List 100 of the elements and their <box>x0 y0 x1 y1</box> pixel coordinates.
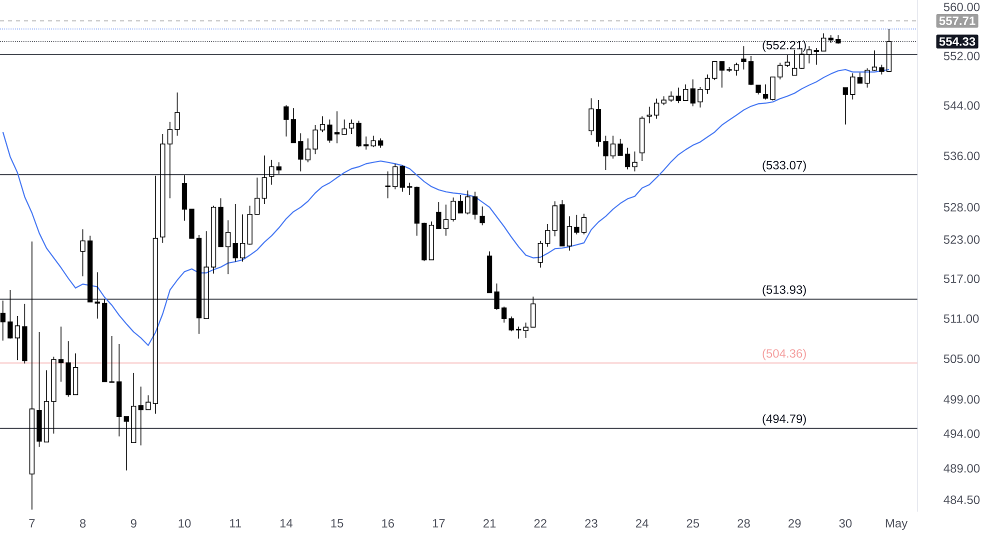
candlestick <box>385 170 390 199</box>
candlestick <box>232 204 238 262</box>
candlestick <box>167 121 173 199</box>
candlestick <box>131 372 136 443</box>
candlestick <box>814 48 819 66</box>
candlestick <box>8 290 13 338</box>
candlestick <box>196 234 202 334</box>
candlestick <box>66 340 71 398</box>
candlestick <box>704 74 710 94</box>
candlestick <box>334 110 340 144</box>
candlestick <box>58 326 64 382</box>
ref-line-label: (533.07) <box>762 160 806 172</box>
candlestick <box>124 416 129 471</box>
x-tick-label: 7 <box>29 519 35 528</box>
candlestick <box>312 124 318 155</box>
candlestick <box>661 96 666 106</box>
x-tick-label: 10 <box>178 519 191 528</box>
candlestick <box>886 28 892 72</box>
candlestick <box>36 332 42 448</box>
candlestick <box>254 177 260 215</box>
candlestick <box>748 56 754 85</box>
candlestick <box>392 163 398 190</box>
candlestick <box>87 235 93 302</box>
candlestick <box>588 98 594 136</box>
y-tick-label: 505.00 <box>944 354 980 364</box>
candlestick <box>109 336 114 383</box>
candlestick <box>566 216 572 252</box>
candlestick <box>741 46 746 70</box>
candlestick <box>400 166 405 192</box>
y-tick-label: 528.00 <box>944 203 980 212</box>
y-tick-label: 544.00 <box>944 101 980 110</box>
candlestick <box>160 134 166 244</box>
candlestick <box>276 162 282 174</box>
candlestick <box>298 132 304 172</box>
x-tick-label: 16 <box>382 519 394 528</box>
candlestick <box>0 300 6 342</box>
candlestick <box>690 79 696 107</box>
candlestick <box>486 250 492 294</box>
candlestick <box>777 62 783 80</box>
candlestick <box>480 206 485 226</box>
candlestick <box>305 138 311 163</box>
ref-line-label: (513.93) <box>762 285 806 296</box>
candlestick <box>247 205 252 245</box>
candlestick <box>538 240 543 268</box>
x-tick-label: 29 <box>788 519 801 528</box>
ref-line-label: (504.36) <box>762 348 806 360</box>
y-tick-label: 511.00 <box>944 314 979 323</box>
candlestick <box>646 106 652 124</box>
candlestick <box>363 136 369 150</box>
candlestick <box>204 230 209 319</box>
candlestick <box>414 186 420 236</box>
candlestick <box>29 241 35 510</box>
candlestick <box>472 191 478 220</box>
y-tick-label: 560.00 <box>944 2 980 12</box>
candlestick <box>182 174 188 222</box>
candlestick <box>116 344 122 437</box>
candlestick <box>174 92 180 136</box>
candlestick <box>581 213 587 235</box>
candlestick <box>516 326 522 340</box>
candlestick <box>102 298 108 382</box>
candlestick <box>676 87 681 104</box>
y-tick-label: 484.50 <box>944 496 980 504</box>
candlestick <box>138 386 144 446</box>
candlestick <box>51 356 56 434</box>
x-tick-label: 30 <box>839 519 852 528</box>
candlestick <box>596 100 602 147</box>
candlestick <box>94 272 100 319</box>
candlestick <box>320 116 326 132</box>
candlestick <box>501 306 507 323</box>
candlestick <box>14 316 20 360</box>
candlestick <box>378 138 384 148</box>
y-tick-label: 517.00 <box>944 274 980 284</box>
y-tick-label: 499.00 <box>944 395 980 404</box>
candlestick <box>574 214 580 235</box>
candlestick <box>290 108 296 144</box>
candlestick <box>436 202 442 230</box>
y-tick-label: 494.00 <box>944 429 980 438</box>
candlestick <box>269 159 274 186</box>
candlestick <box>610 135 616 160</box>
candlestick <box>262 155 267 204</box>
candlestick <box>639 116 645 162</box>
candlestick <box>632 151 638 172</box>
candlestick <box>342 119 347 135</box>
x-tick-label: 23 <box>585 519 598 528</box>
candlestick <box>806 46 812 64</box>
candlestick <box>225 220 231 275</box>
ref-line-label: (552.21) <box>762 40 806 52</box>
candlestick <box>857 72 863 84</box>
x-tick-label: 8 <box>80 519 86 528</box>
x-tick-label: 9 <box>130 519 136 528</box>
candlestick <box>668 90 674 102</box>
candlestick <box>407 182 412 196</box>
y-tick-label: 489.00 <box>944 464 980 473</box>
y-tick-label: 536.00 <box>944 152 980 160</box>
y-tick-label: 552.00 <box>944 52 980 60</box>
x-tick-label: 22 <box>534 519 546 528</box>
candlestick <box>842 87 848 125</box>
candlestick <box>545 224 550 248</box>
candlestick <box>523 322 528 338</box>
candlestick <box>603 135 608 170</box>
